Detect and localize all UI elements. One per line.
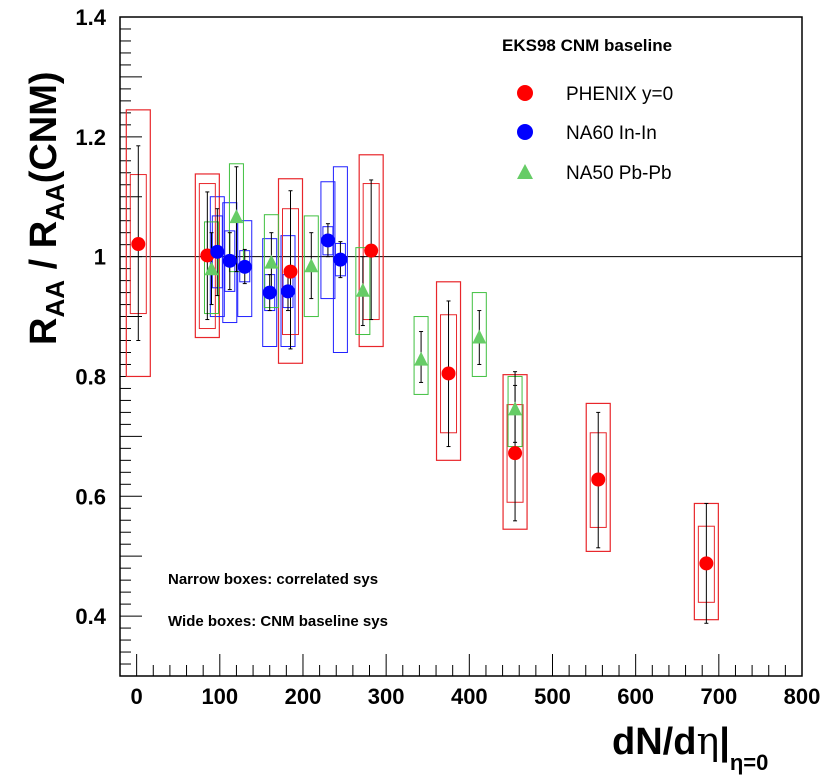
wide-box [125,109,151,378]
data-point [210,244,225,259]
plot-frame [119,16,803,677]
wide-box [320,181,336,300]
data-point [281,284,296,299]
x-tick-label: 400 [451,684,488,709]
y-axis-title: RAA / RAA(CNM) [23,71,70,345]
legend-label-phenix: PHENIX y=0 [566,84,673,105]
x-tick-label: 0 [131,684,143,709]
data-markers [131,209,714,571]
data-point [229,209,244,224]
legend-marker-phenix [517,85,533,101]
wide-box [585,402,611,552]
y-tick-label: 0.8 [75,364,106,389]
data-point [264,254,279,269]
x-tick-label: 300 [368,684,405,709]
legend-marker-na60 [517,124,533,140]
data-point [222,253,237,268]
legend-label-na50: NA50 Pb-Pb [566,163,672,184]
annotation-narrow-boxes: Narrow boxes: correlated sys [168,571,378,588]
wide-box [358,154,384,348]
x-tick-label: 800 [784,684,821,709]
legend-label-na60: NA60 In-In [566,123,657,144]
narrow-box [203,221,219,315]
wide-box [435,281,462,461]
wide-box [237,220,253,318]
x-tick-label: 500 [534,684,571,709]
data-point [414,351,429,366]
y-tick-labels: 0.4 0.6 0.8 1 1.2 1.4 [75,5,106,629]
x-tick-label: 100 [201,684,238,709]
data-point [472,329,487,344]
data-point [508,446,523,461]
axis-ticks [120,16,803,677]
data-point [131,237,146,252]
data-point [283,264,298,279]
data-point [508,401,523,416]
y-tick-label: 0.4 [75,604,106,629]
narrow-box [303,215,319,318]
y-tick-label: 1 [94,245,106,270]
annotation-wide-boxes: Wide boxes: CNM baseline sys [168,613,388,630]
narrow-boxes [129,163,715,603]
data-point [441,366,456,381]
x-axis-title: dN/dη|η=0 [612,719,768,775]
legend-title: EKS98 CNM baseline [502,36,672,55]
data-point [304,258,319,273]
wide-box [280,235,296,347]
data-point [204,261,219,276]
x-tick-label: 700 [700,684,737,709]
narrow-box [413,316,429,395]
x-tick-label: 200 [285,684,322,709]
data-point [320,233,335,248]
data-point [591,472,606,487]
narrow-box [471,292,487,377]
data-point [262,285,277,300]
x-tick-label: 600 [617,684,654,709]
narrow-box [263,214,279,309]
data-point [699,556,714,571]
narrow-box [355,247,371,336]
y-tick-label: 1.2 [75,125,106,150]
data-point [355,282,370,297]
legend-marker-na50 [517,164,533,179]
data-point [237,259,252,274]
legend: EKS98 CNM baseline PHENIX y=0 NA60 In-In… [502,36,673,184]
data-point [333,252,348,267]
data-point [364,243,379,258]
y-tick-label: 1.4 [75,5,106,30]
y-tick-label: 0.6 [75,484,106,509]
x-tick-labels: 0 100 200 300 400 500 600 700 800 [131,684,821,709]
